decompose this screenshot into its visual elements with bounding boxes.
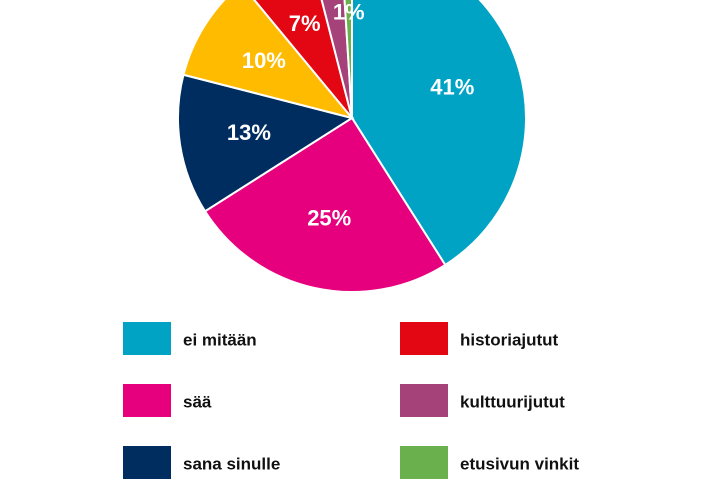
legend-swatch	[123, 384, 171, 417]
legend-swatch	[400, 322, 448, 355]
pie-slice	[203, 116, 447, 293]
legend-swatch	[400, 384, 448, 417]
legend-label: sää	[183, 392, 212, 411]
value-label: 7%	[289, 11, 321, 36]
value-label: 1%	[333, 0, 365, 24]
value-label: 41%	[430, 75, 474, 100]
legend-swatch	[123, 446, 171, 479]
legend-label: sana sinulle	[183, 454, 280, 473]
pie-slice	[253, 0, 353, 119]
legend-swatch	[400, 446, 448, 479]
value-label: 10%	[242, 48, 286, 73]
pie-slice	[177, 73, 355, 213]
legend-label: ei mitään	[183, 330, 257, 349]
legend-label: etusivun vinkit	[460, 454, 579, 473]
legend-label: kulttuurijutut	[460, 392, 565, 411]
pie-slice	[351, 0, 527, 267]
pie-slice	[320, 0, 353, 119]
legend-label: historiajutut	[460, 330, 559, 349]
value-label: 13%	[227, 120, 271, 145]
value-label: 25%	[307, 206, 351, 231]
pie-slice	[182, 0, 355, 120]
legend-swatch	[123, 322, 171, 355]
pie-slice	[343, 0, 353, 119]
